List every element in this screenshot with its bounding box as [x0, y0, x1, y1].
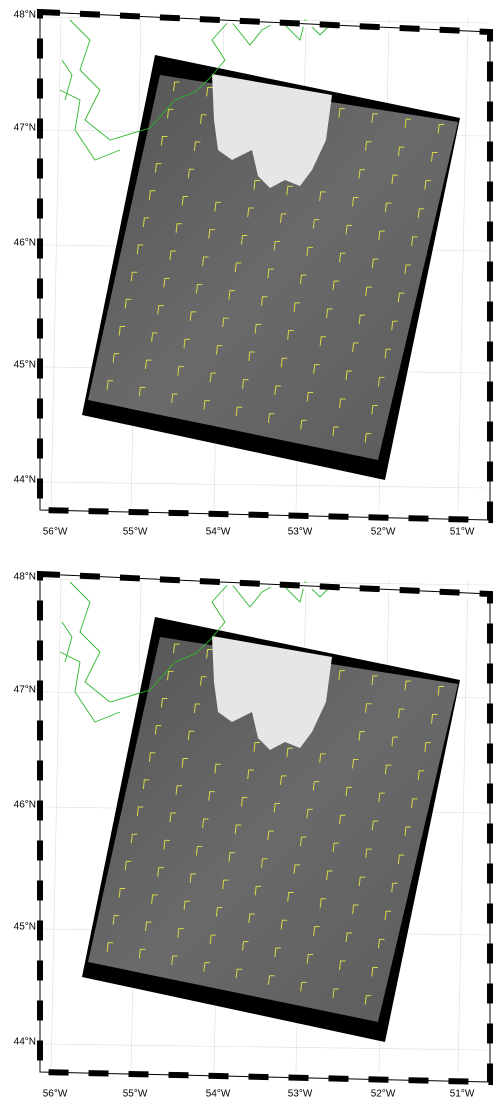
map-panel: 48°N 47°N 46°N 45°N 44°N 56°W 55°W 54°W 53°W 52°W…: [14, 572, 490, 1100]
lon-label: 55°W: [123, 1089, 148, 1100]
lon-label: 51°W: [450, 1089, 475, 1100]
lat-label: 47°N: [14, 123, 36, 134]
lat-label: 44°N: [14, 475, 36, 486]
graticule: [51, 580, 61, 1072]
lat-label: 44°N: [14, 1037, 36, 1048]
lat-label: 46°N: [14, 238, 36, 249]
lon-label: 54°W: [206, 1089, 231, 1100]
lon-label: 54°W: [206, 527, 231, 538]
lon-label: 53°W: [288, 1089, 313, 1100]
lat-label: 45°N: [14, 922, 36, 933]
graticule: [458, 18, 468, 510]
graticule: [42, 482, 488, 488]
lon-label: 52°W: [371, 1089, 396, 1100]
lat-label: 48°N: [14, 572, 36, 583]
map-panel: 48°N 47°N 46°N 45°N 44°N 56°W 55°W 54°W 53°W 52°W…: [14, 10, 490, 538]
lon-label: 53°W: [288, 527, 313, 538]
lon-label: 51°W: [450, 527, 475, 538]
graticule: [42, 1044, 488, 1050]
lon-label: 56°W: [43, 1089, 68, 1100]
lat-label: 47°N: [14, 685, 36, 696]
graticule: [51, 18, 61, 510]
lat-label: 48°N: [14, 10, 36, 21]
lat-label: 45°N: [14, 360, 36, 371]
graticule: [458, 580, 468, 1072]
figure: 48°N 47°N 46°N 45°N 44°N 56°W 55°W 54°W 53°W 52°W…: [0, 0, 495, 1104]
lon-label: 55°W: [123, 527, 148, 538]
lon-label: 52°W: [371, 527, 396, 538]
lon-label: 56°W: [43, 527, 68, 538]
lat-label: 46°N: [14, 800, 36, 811]
